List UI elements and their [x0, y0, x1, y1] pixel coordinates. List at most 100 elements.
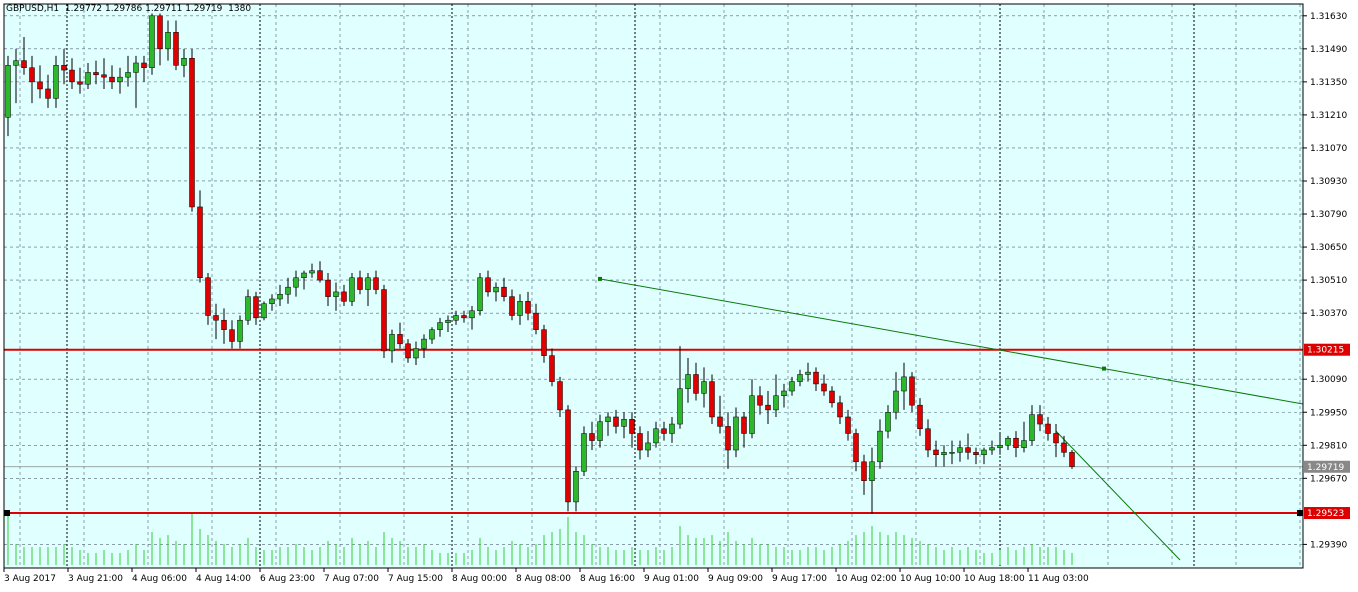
y-tick-label: 1.29390: [1310, 540, 1347, 550]
trendline-anchor: [598, 276, 602, 281]
candle-body: [277, 294, 283, 300]
candle-body: [349, 277, 355, 302]
candle-body: [477, 277, 483, 312]
trendline-anchor: [1102, 366, 1106, 371]
candle-body: [885, 412, 891, 432]
candle-body: [37, 81, 43, 90]
y-tick-label: 1.30650: [1310, 243, 1347, 253]
candle-body: [381, 289, 387, 352]
candle-body: [773, 395, 779, 411]
candle-body: [461, 315, 467, 319]
candle-body: [533, 312, 539, 330]
candle-body: [589, 433, 595, 441]
candle-body: [909, 376, 915, 406]
price-label-text: 1.29719: [1307, 463, 1344, 473]
candle-body: [981, 449, 987, 455]
candle-body: [525, 301, 531, 314]
candle-body: [205, 277, 211, 316]
candle-body: [645, 442, 651, 451]
x-tick-label: 8 Aug 08:00: [516, 574, 571, 584]
candle-body: [5, 65, 11, 118]
candle-body: [445, 319, 451, 323]
candle-body: [269, 298, 275, 304]
candle-body: [229, 329, 235, 342]
candle-body: [221, 319, 227, 330]
header-open: 1.29772: [64, 4, 103, 14]
candle-body: [517, 301, 523, 316]
candle-body: [621, 419, 627, 427]
chart-header: GBPUSD,H1 1.29772 1.29786 1.29711 1.2971…: [6, 4, 251, 14]
x-tick-label: 8 Aug 00:00: [452, 574, 507, 584]
candle-body: [581, 433, 587, 472]
candle-body: [325, 279, 331, 297]
candle-body: [1021, 440, 1027, 448]
candle-body: [965, 447, 971, 453]
x-tick-label: 6 Aug 23:00: [260, 574, 315, 584]
candle-body: [365, 277, 371, 290]
candle-body: [693, 374, 699, 394]
candle-body: [821, 383, 827, 392]
candle-body: [253, 296, 259, 319]
candle-body: [1005, 437, 1011, 446]
candle-body: [93, 72, 99, 76]
y-tick-label: 1.30510: [1310, 276, 1347, 286]
level-anchor-marker: [1297, 510, 1303, 517]
candle-body: [893, 390, 899, 413]
x-tick-label: 8 Aug 16:00: [580, 574, 635, 584]
candle-body: [637, 433, 643, 451]
y-tick-label: 1.31350: [1310, 78, 1347, 88]
header-volume: 1380: [228, 4, 252, 14]
trendline: [599, 278, 1304, 405]
candle-body: [389, 334, 395, 352]
candle-body: [45, 88, 51, 99]
candle-body: [165, 32, 171, 50]
y-tick-label: 1.31070: [1310, 144, 1347, 154]
x-tick-label: 9 Aug 01:00: [644, 574, 699, 584]
candle-body: [597, 421, 603, 441]
x-tick-label: 3 Aug 21:00: [68, 574, 123, 584]
y-tick-label: 1.30930: [1310, 177, 1347, 187]
candle-body: [149, 15, 155, 68]
x-tick-label: 7 Aug 15:00: [388, 574, 443, 584]
candle-body: [485, 277, 491, 293]
price-label-box: [1304, 507, 1350, 520]
candle-body: [21, 60, 27, 68]
candle-body: [341, 291, 347, 302]
candle-body: [829, 390, 835, 404]
candle-body: [997, 445, 1003, 448]
candle-body: [453, 315, 459, 321]
candle-body: [77, 81, 83, 85]
y-tick-label: 1.29670: [1310, 474, 1347, 484]
y-tick-label: 1.29810: [1310, 441, 1347, 451]
candle-body: [685, 374, 691, 389]
candle-body: [189, 58, 195, 208]
candle-body: [733, 416, 739, 451]
header-low: 1.29711: [145, 4, 183, 14]
price-label-text: 1.30215: [1307, 346, 1344, 356]
candle-body: [541, 329, 547, 356]
candle-body: [765, 404, 771, 411]
candle-body: [797, 374, 803, 382]
candle-body: [653, 428, 659, 444]
candle-body: [245, 296, 251, 321]
candle-body: [373, 277, 379, 290]
candle-body: [661, 428, 667, 434]
header-symbol: GBPUSD,H1: [6, 4, 60, 14]
price-label-box: [1304, 460, 1350, 473]
candle-body: [949, 452, 955, 454]
candle-body: [285, 286, 291, 295]
candle-body: [333, 291, 339, 297]
x-tick-label: 10 Aug 18:00: [964, 574, 1025, 584]
candle-body: [293, 277, 299, 288]
x-tick-label: 4 Aug 06:00: [132, 574, 187, 584]
y-tick-label: 1.29950: [1310, 408, 1347, 418]
candle-body: [261, 303, 267, 319]
candle-body: [1053, 433, 1059, 444]
candle-body: [917, 404, 923, 430]
candle-body: [813, 371, 819, 385]
candle-body: [405, 343, 411, 359]
candle-body: [725, 426, 731, 451]
plot-background: [4, 4, 1303, 568]
y-tick-label: 1.30090: [1310, 375, 1347, 385]
candle-body: [605, 416, 611, 422]
